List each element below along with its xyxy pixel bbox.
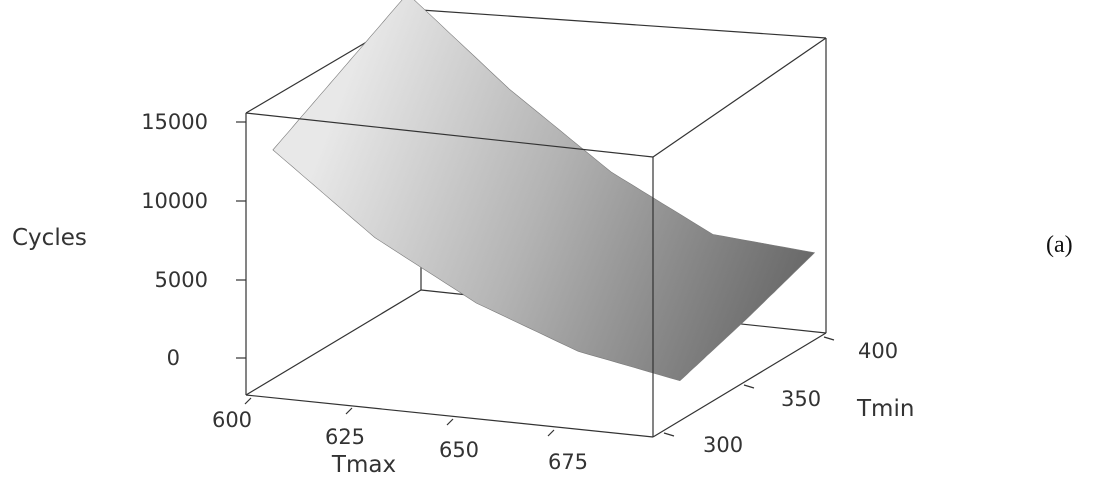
x-tick-label: 625 [325,425,365,449]
y-axis-label: Tmin [856,396,914,422]
x-tick-mark [345,407,353,415]
y-tick-mark [823,336,835,341]
y-tick-label: 300 [703,433,743,457]
x-tick-mark [446,418,454,426]
z-tick-label: 10000 [141,189,208,213]
x-tick-mark [547,429,555,437]
box-edge-top-right-diag [652,37,827,158]
y-tick-mark [663,432,675,437]
surface-plot [272,0,816,382]
box-edge-back-top [420,9,827,39]
x-axis: 600 625 650 675 Tmax [212,397,588,478]
box-edge-right-bottom-diag [652,332,827,438]
panel-label: (a) [1046,232,1073,258]
y-tick-label: 400 [858,339,898,363]
box-edge-front-top [245,112,654,158]
x-tick-mark [244,397,252,405]
x-tick-label: 675 [548,450,588,474]
x-axis-label: Tmax [331,452,396,478]
box-edge-bottom-left-diag [245,289,422,396]
z-axis: 15000 10000 5000 0 Cycles [12,110,246,370]
y-tick-mark [743,384,755,389]
y-tick-label: 350 [781,387,821,411]
box-front-edges [245,112,827,438]
z-axis-label: Cycles [12,225,87,251]
z-tick-label: 5000 [155,268,208,292]
z-tick-label: 0 [167,346,180,370]
box-edge-front-bottom [245,394,654,438]
x-tick-label: 650 [439,438,479,462]
y-axis: 300 350 400 Tmin [663,336,914,457]
x-tick-label: 600 [212,408,252,432]
z-tick-label: 15000 [141,110,208,134]
